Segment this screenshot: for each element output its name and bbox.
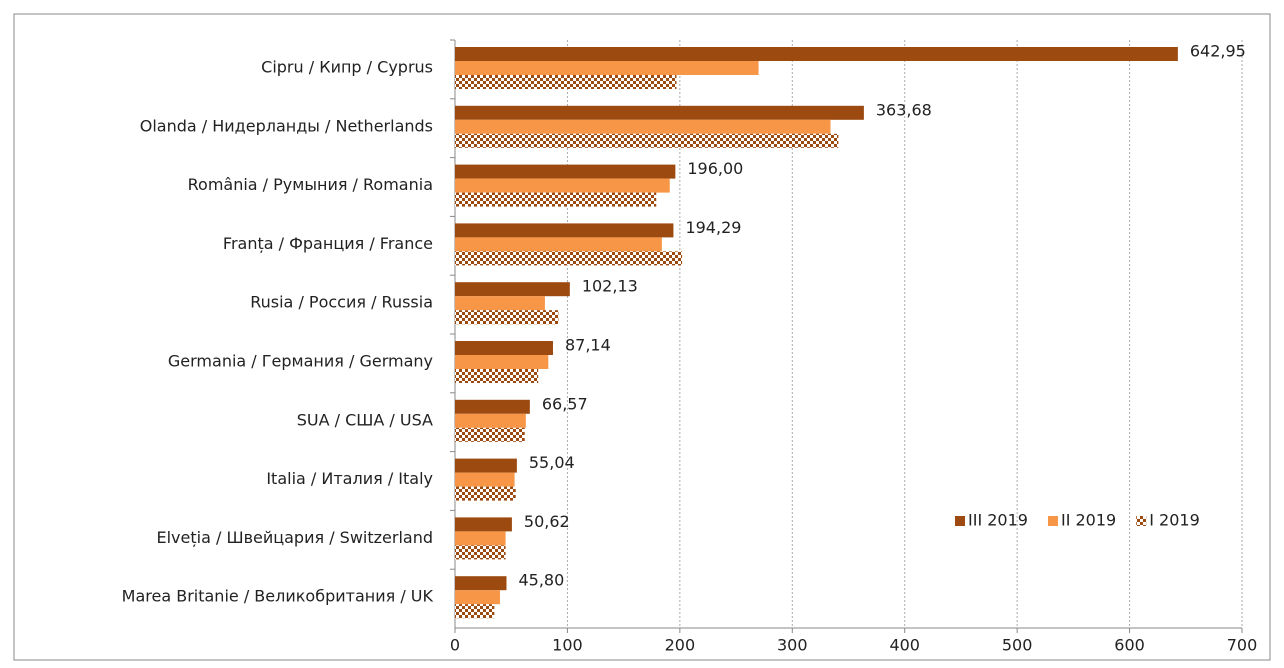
x-tick-label: 400 (889, 636, 920, 655)
legend-label: II 2019 (1061, 511, 1116, 530)
bar (455, 75, 677, 89)
bar (455, 486, 516, 501)
bar (455, 164, 676, 179)
bar (455, 251, 683, 266)
bar (455, 341, 553, 355)
x-tick-label: 0 (450, 636, 460, 655)
bar (455, 178, 670, 193)
data-label: 45,80 (518, 571, 564, 590)
legend-swatch (1047, 516, 1058, 526)
data-label: 87,14 (565, 336, 611, 355)
chart-frame (13, 13, 1271, 661)
y-tick-label: Elveția / Швейцария / Switzerland (157, 528, 434, 547)
bar (455, 119, 831, 134)
y-tick-label: Marea Britanie / Великобритания / UK (122, 587, 434, 606)
y-tick-label: România / Румыния / Romania (188, 175, 433, 194)
y-tick-label: Franța / Франция / France (223, 234, 433, 253)
bar (455, 105, 864, 120)
bar (455, 192, 657, 207)
bar (455, 413, 526, 428)
bar (455, 133, 839, 148)
bar (455, 296, 545, 311)
x-tick-label: 700 (1227, 636, 1258, 655)
y-tick-label: SUA / США / USA (297, 410, 433, 429)
legend-swatch (955, 516, 965, 526)
bar (455, 545, 506, 560)
bar (455, 223, 674, 238)
x-tick-label: 200 (665, 636, 696, 655)
bar (455, 399, 530, 414)
bar (455, 61, 759, 75)
data-label: 50,62 (524, 512, 570, 531)
y-tick-label: Cipru / Кипр / Cyprus (261, 58, 433, 77)
x-tick-label: 300 (777, 636, 808, 655)
y-tick-label: Italia / Италия / Italy (266, 469, 433, 488)
data-label: 642,95 (1190, 42, 1246, 61)
bar (455, 47, 1178, 61)
bar (455, 458, 517, 473)
x-tick-label: 500 (1002, 636, 1033, 655)
bar (455, 282, 570, 297)
bar (455, 237, 662, 252)
data-label: 363,68 (876, 100, 932, 119)
x-tick-label: 100 (552, 636, 583, 655)
bar (455, 355, 549, 369)
data-label: 196,00 (687, 159, 743, 178)
y-tick-label: Rusia / Россия / Russia (250, 293, 433, 312)
bar (455, 576, 507, 591)
bar (455, 310, 559, 325)
bar (455, 472, 515, 487)
data-label: 194,29 (685, 218, 741, 237)
legend-label: I 2019 (1149, 511, 1200, 530)
bar (455, 604, 495, 619)
legend-swatch (1136, 516, 1147, 526)
data-label: 102,13 (582, 277, 638, 296)
bar (455, 369, 539, 383)
bar (455, 590, 500, 605)
y-tick-label: Germania / Германия / Germany (168, 352, 433, 371)
data-label: 55,04 (529, 453, 575, 472)
legend-label: III 2019 (968, 511, 1028, 530)
data-label: 66,57 (542, 394, 588, 413)
bar (455, 531, 506, 546)
y-tick-label: Olanda / Нидерланды / Netherlands (140, 116, 433, 135)
bar (455, 517, 512, 532)
x-tick-label: 600 (1114, 636, 1145, 655)
bar (455, 427, 525, 442)
